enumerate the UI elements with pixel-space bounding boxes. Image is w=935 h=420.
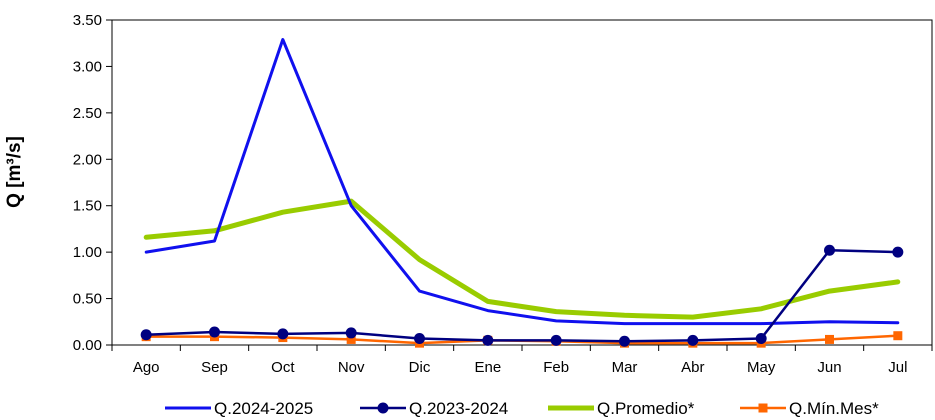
data-point [893, 331, 903, 341]
y-tick-label: 0.00 [73, 337, 102, 354]
legend-marker [377, 402, 389, 414]
data-point [345, 327, 357, 339]
y-tick-label: 0.50 [73, 291, 102, 308]
data-point [755, 333, 767, 344]
data-point [687, 334, 699, 346]
x-tick-label: Dic [409, 359, 431, 376]
legend-label: Q.2023-2024 [409, 399, 508, 418]
data-point [550, 334, 562, 346]
x-tick-label: Jul [888, 359, 907, 376]
y-tick-label: 3.50 [73, 12, 102, 29]
y-tick-label: 3.00 [73, 58, 102, 75]
x-tick-label: Ago [133, 359, 160, 376]
series-layer [140, 38, 904, 348]
axes: 0.00 0.50 1.00 1.50 2.00 2.50 3.00 3.50 Ago Sep Oc… [73, 12, 933, 376]
data-point [414, 333, 425, 344]
x-tick-label: Ene [474, 359, 501, 376]
x-tick-label: Feb [543, 359, 569, 376]
data-point [482, 334, 494, 346]
y-tick-label: 2.50 [73, 105, 102, 122]
data-point [140, 329, 152, 341]
data-point [277, 328, 289, 340]
data-point [892, 246, 904, 258]
y-tick-label: 1.00 [73, 244, 102, 261]
data-point [825, 334, 834, 344]
legend-label: Q.2024-2025 [214, 399, 313, 418]
legend-marker [758, 403, 768, 413]
x-tick-label: Mar [612, 359, 638, 376]
x-tick-label: Abr [681, 359, 704, 376]
data-point [619, 335, 630, 347]
legend-label: Q.Mín.Mes* [789, 399, 879, 418]
y-tick-label: 1.50 [73, 198, 102, 215]
legend-label: Q.Promedio* [597, 399, 695, 418]
x-tick-label: Oct [271, 359, 295, 376]
data-point [824, 244, 835, 256]
x-tick-label: Jun [817, 359, 841, 376]
x-tick-label: Sep [201, 359, 228, 376]
x-tick-label: Nov [338, 359, 365, 376]
data-point [209, 326, 220, 338]
series-line [144, 38, 900, 326]
series-line [144, 249, 900, 343]
x-tick-label: May [747, 359, 776, 376]
series-line [143, 198, 901, 320]
y-tick-label: 2.00 [73, 151, 102, 168]
data-point [346, 334, 356, 344]
legend: Q.2024-2025 Q.2023-2024 Q.Promedio* Q.Mín.M… [165, 399, 879, 418]
y-axis-label: Q [m³/s] [4, 136, 25, 208]
